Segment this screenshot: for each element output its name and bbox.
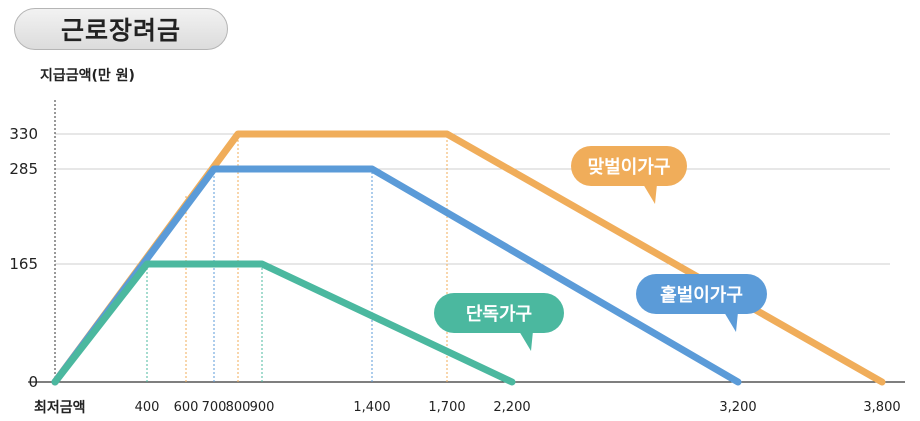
series-label-bubble: 맞벌이가구 [571, 146, 687, 204]
series-lines [51, 130, 886, 386]
bubble-tail [724, 312, 738, 332]
y-tick-labels: 0 165 285 330 [9, 125, 38, 391]
guide-lines [146, 134, 448, 382]
bubble-body [571, 146, 687, 186]
x-tick-label: 3,800 [863, 400, 900, 415]
bubble-body [636, 274, 767, 314]
x-tick-label: 2,200 [493, 400, 530, 415]
x-tick-label: 700 [202, 400, 227, 415]
x-tick-labels: 400 600 700 800 900 1,400 1,700 2,200 3,200 3,800 [135, 400, 901, 415]
series-line-1 [51, 165, 742, 386]
series-name: 홑벌이가구 [660, 284, 743, 306]
series-name: 단독가구 [466, 304, 532, 325]
x-tick-label: 400 [135, 400, 160, 415]
series-line-2 [51, 260, 516, 386]
x-tick-label: 1,400 [353, 400, 390, 415]
page-title: 근로장려금 [14, 8, 228, 50]
series-line-0 [51, 130, 886, 386]
x-tick-label: 800 [226, 400, 251, 415]
y-axis-label: 지급금액(만 원) [40, 67, 135, 84]
series-label-bubble: 홑벌이가구 [636, 274, 767, 332]
y-tick-label: 0 [28, 373, 38, 391]
grid-lines [55, 133, 890, 265]
x-zero-label: 최저금액 [34, 399, 86, 416]
x-tick-label: 600 [174, 400, 199, 415]
bubble-body [434, 293, 564, 333]
x-tick-label: 1,700 [428, 400, 465, 415]
bubble-tail [519, 331, 533, 351]
y-tick-label: 330 [9, 125, 38, 143]
y-tick-label: 285 [9, 160, 38, 178]
bubble-tail [643, 184, 657, 204]
series-name: 맞벌이가구 [588, 157, 671, 178]
y-tick-label: 165 [9, 255, 38, 273]
x-tick-label: 3,200 [719, 400, 756, 415]
series-label-bubble: 단독가구 [434, 293, 564, 351]
x-tick-label: 900 [250, 400, 275, 415]
